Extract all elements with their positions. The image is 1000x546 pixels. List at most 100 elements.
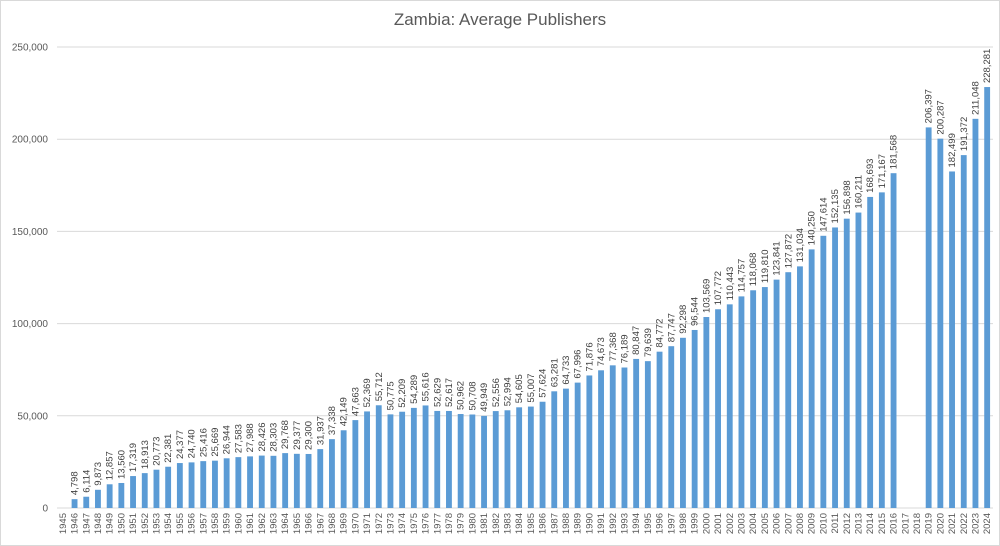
data-label: 63,281 (549, 358, 560, 387)
y-axis-ticks: 0 50,000 100,000 150,000 200,000 250,000 (12, 43, 49, 515)
bar (539, 401, 546, 508)
bar (609, 365, 616, 508)
data-label: 114,757 (736, 259, 747, 293)
x-tick-label: 1957 (198, 513, 209, 534)
bar (644, 361, 651, 508)
data-label: 22,381 (163, 434, 174, 463)
bar (680, 337, 686, 508)
x-tick-label: 1953 (151, 513, 162, 534)
x-tick-label: 2015 (877, 513, 888, 534)
bar (808, 249, 815, 508)
x-tick-label: 2007 (783, 513, 794, 534)
x-tick-label: 1964 (280, 513, 291, 534)
bar (317, 449, 324, 508)
x-tick-label: 1946 (70, 513, 81, 534)
x-tick-label: 1958 (210, 513, 221, 534)
y-tick-label: 0 (42, 504, 48, 515)
bar (387, 414, 394, 508)
data-label: 77,368 (608, 332, 619, 361)
x-tick-label: 2017 (900, 513, 911, 534)
data-label: 87,747 (666, 313, 677, 342)
bar (598, 370, 604, 508)
x-tick-label: 1948 (93, 513, 104, 534)
x-tick-label: 2006 (772, 513, 783, 534)
bar (457, 414, 464, 508)
data-label: 103,569 (701, 279, 712, 313)
x-tick-label: 2002 (725, 513, 736, 534)
x-tick-label: 1967 (315, 513, 326, 534)
data-label: 55,616 (421, 372, 432, 401)
data-label: 12,857 (105, 451, 116, 480)
x-tick-label: 2021 (947, 513, 958, 534)
x-tick-label: 1971 (362, 513, 373, 534)
x-tick-label: 2010 (818, 513, 829, 534)
x-tick-label: 1990 (584, 513, 595, 534)
data-label: 4,798 (70, 471, 81, 495)
bar (481, 415, 487, 508)
data-label: 13,560 (116, 450, 127, 479)
bar (176, 463, 183, 508)
x-tick-label: 1959 (222, 513, 233, 534)
x-tick-label: 2018 (912, 513, 923, 534)
x-tick-label: 2014 (865, 513, 876, 534)
bar (890, 173, 897, 509)
bar (726, 304, 733, 508)
bar (434, 410, 441, 508)
data-label: 27,988 (245, 423, 256, 452)
x-tick-label: 1978 (444, 513, 455, 534)
x-axis-ticks: 1945 1946 1947 1948 1949 1950 1951 1952 1953 1954… (58, 513, 993, 534)
x-tick-label: 1945 (58, 513, 69, 534)
bar (188, 462, 195, 508)
x-tick-label: 2008 (795, 513, 806, 534)
bar (258, 455, 265, 508)
bar (340, 430, 347, 508)
data-label: 52,994 (502, 377, 513, 406)
bar (504, 410, 511, 508)
bar (200, 461, 207, 508)
x-tick-label: 1999 (690, 513, 701, 534)
x-tick-label: 1980 (467, 513, 478, 534)
data-label: 96,544 (690, 297, 701, 326)
bar (399, 411, 406, 508)
data-label: 67,996 (573, 350, 584, 379)
bar (364, 411, 370, 508)
bar (410, 407, 417, 508)
x-tick-label: 2020 (935, 513, 946, 534)
data-label: 31,937 (315, 416, 326, 445)
data-label: 171,167 (877, 154, 888, 188)
data-label: 64,733 (561, 356, 572, 385)
data-label: 181,568 (889, 135, 900, 169)
data-label: 25,669 (210, 428, 221, 457)
x-tick-label: 1983 (502, 513, 513, 534)
data-label: 6,114 (81, 470, 92, 493)
data-label: 28,426 (257, 423, 268, 452)
bar (715, 309, 721, 508)
bar (703, 317, 710, 508)
data-label: 18,913 (140, 440, 151, 469)
bar (785, 272, 792, 508)
x-tick-label: 1955 (175, 513, 186, 534)
x-tick-label: 1975 (409, 513, 420, 534)
data-label: 28,303 (268, 423, 279, 452)
x-tick-label: 2001 (713, 513, 724, 534)
x-tick-label: 1997 (666, 513, 677, 534)
bar (563, 388, 569, 508)
bar (761, 287, 768, 508)
bar (95, 489, 101, 508)
data-label: 24,377 (175, 430, 186, 459)
x-tick-label: 1994 (631, 513, 642, 534)
bar (750, 290, 757, 508)
data-label: 118,068 (748, 253, 759, 287)
data-label: 191,372 (959, 117, 970, 151)
bar (153, 469, 160, 508)
data-label: 29,768 (280, 420, 291, 449)
x-tick-label: 1981 (479, 513, 490, 534)
x-tick-label: 1998 (678, 513, 689, 534)
x-tick-label: 2009 (807, 513, 818, 534)
data-label: 20,773 (151, 437, 162, 466)
x-tick-label: 1956 (187, 513, 198, 534)
x-tick-label: 1984 (514, 513, 525, 534)
x-tick-label: 1986 (538, 513, 549, 534)
bar (925, 127, 932, 508)
